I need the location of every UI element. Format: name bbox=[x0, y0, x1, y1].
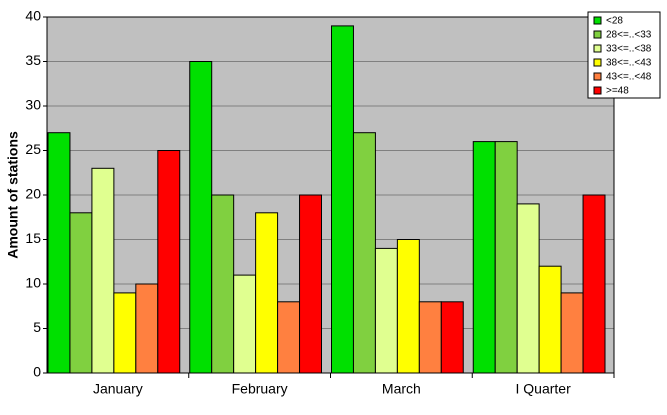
plot-border bbox=[46, 16, 615, 374]
bar bbox=[494, 141, 518, 374]
y-tick-label: 25 bbox=[25, 141, 41, 157]
bar bbox=[418, 301, 442, 374]
x-tick-label: I Quarter bbox=[516, 381, 572, 397]
legend-label: 28<=..<33 bbox=[606, 30, 652, 41]
legend-swatch bbox=[593, 30, 602, 39]
bar bbox=[113, 292, 137, 374]
y-tick-label: 15 bbox=[25, 230, 41, 246]
bar bbox=[374, 247, 398, 374]
bar bbox=[233, 274, 257, 374]
legend-box bbox=[587, 11, 661, 99]
legend-label: 43<=..<48 bbox=[606, 72, 652, 83]
y-tick-label: 5 bbox=[33, 319, 41, 335]
bar bbox=[189, 61, 213, 374]
bar bbox=[299, 194, 322, 374]
bar bbox=[157, 150, 181, 374]
bar bbox=[440, 301, 464, 374]
legend-swatch bbox=[593, 16, 602, 25]
x-tick-label: January bbox=[93, 381, 143, 397]
bar bbox=[582, 194, 606, 374]
y-tick-label: 40 bbox=[25, 8, 41, 24]
y-tick-label: 20 bbox=[25, 186, 41, 202]
y-tick-label: 30 bbox=[25, 97, 41, 113]
legend-swatch bbox=[593, 58, 602, 67]
legend-swatch bbox=[593, 86, 602, 95]
y-tick-label: 10 bbox=[25, 275, 41, 291]
bar bbox=[538, 265, 562, 374]
bar bbox=[331, 25, 354, 374]
bar bbox=[69, 212, 93, 374]
bar bbox=[352, 132, 376, 374]
bar bbox=[560, 292, 584, 374]
legend-label: <28 bbox=[606, 16, 623, 27]
legend-label: 38<=..<43 bbox=[606, 58, 652, 69]
y-tick-label: 0 bbox=[33, 364, 41, 380]
legend-swatch bbox=[593, 72, 602, 81]
y-tick-label: 35 bbox=[25, 52, 41, 68]
bar bbox=[516, 203, 540, 374]
x-tick-label: March bbox=[382, 381, 421, 397]
legend-label: >=48 bbox=[606, 86, 629, 97]
bar bbox=[47, 132, 71, 374]
bar bbox=[472, 141, 496, 374]
bar bbox=[396, 239, 420, 374]
legend-swatch bbox=[593, 44, 602, 53]
bar bbox=[91, 167, 115, 374]
bar bbox=[277, 301, 301, 374]
bar bbox=[211, 194, 235, 374]
bar bbox=[135, 283, 159, 374]
x-tick-label: February bbox=[232, 381, 288, 397]
legend-label: 33<=..<38 bbox=[606, 44, 652, 55]
y-axis-label: Amount of stations bbox=[5, 131, 21, 259]
bar bbox=[255, 212, 279, 374]
